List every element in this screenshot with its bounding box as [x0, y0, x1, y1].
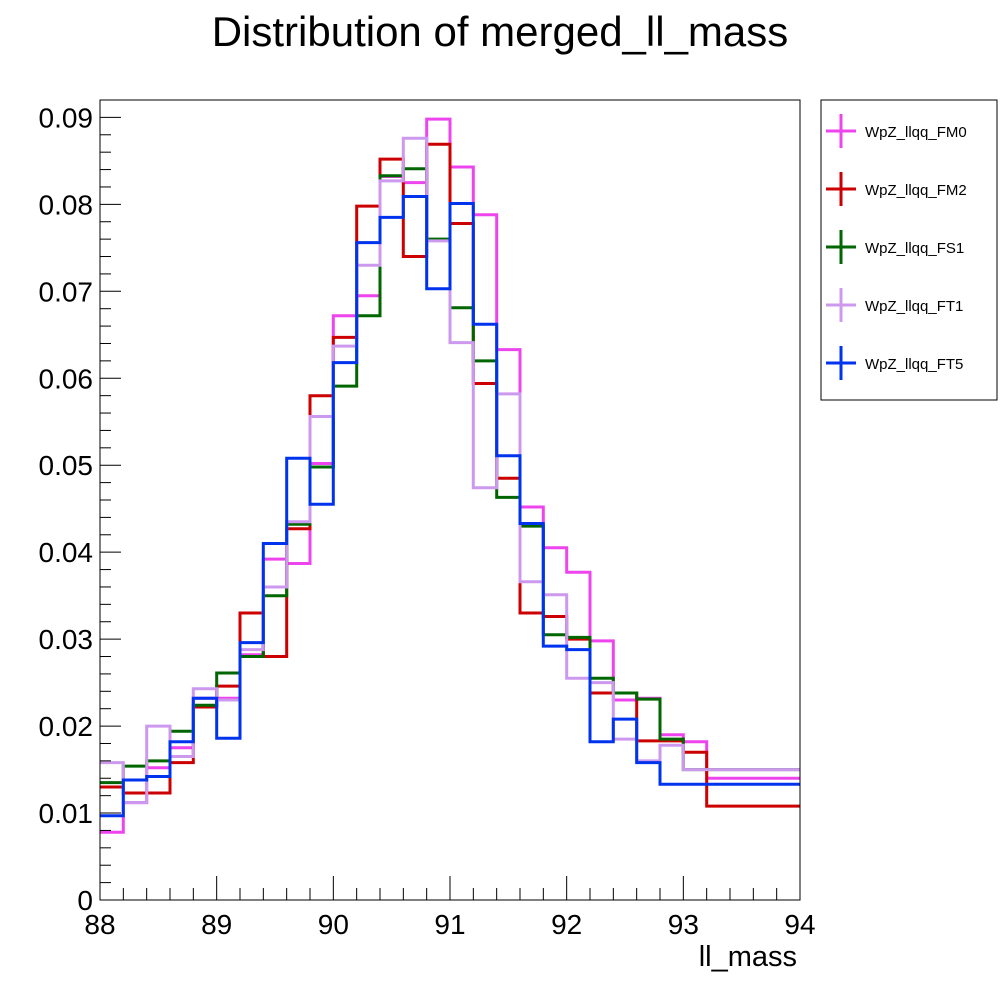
- plot-area: [100, 117, 800, 834]
- legend-label: WpZ_llqq_FM0: [865, 124, 967, 141]
- legend-entry: WpZ_llqq_FS1: [826, 230, 964, 264]
- y-tick-label: 0.07: [39, 276, 94, 307]
- x-axis-label: ll_mass: [699, 941, 797, 973]
- y-tick-label: 0.02: [39, 711, 94, 742]
- legend-entry: WpZ_llqq_FM2: [826, 172, 967, 206]
- y-tick-label: 0.09: [39, 102, 94, 133]
- x-tick-label: 93: [668, 909, 699, 940]
- y-tick-label: 0.05: [39, 450, 94, 481]
- x-tick-label: 91: [434, 909, 465, 940]
- chart-title: Distribution of merged_ll_mass: [212, 8, 789, 55]
- y-tick-label: 0.04: [39, 537, 94, 568]
- x-tick-label: 90: [318, 909, 349, 940]
- legend-entry: WpZ_llqq_FT5: [826, 346, 963, 380]
- legend-entry: WpZ_llqq_FT1: [826, 288, 963, 322]
- legend-label: WpZ_llqq_FS1: [865, 240, 964, 257]
- legend-label: WpZ_llqq_FM2: [865, 182, 967, 199]
- legend-entry: WpZ_llqq_FM0: [826, 114, 967, 148]
- x-tick-label: 89: [201, 909, 232, 940]
- legend: WpZ_llqq_FM0 WpZ_llqq_FM2 WpZ_llqq_FS1 WpZ_…: [820, 99, 998, 401]
- y-tick-label: 0.01: [39, 798, 94, 829]
- y-tick-label: 0.06: [39, 363, 94, 394]
- legend-label: WpZ_llqq_FT1: [865, 298, 963, 315]
- y-tick-label: 0: [77, 885, 93, 916]
- y-tick-label: 0.08: [39, 189, 94, 220]
- x-tick-label: 88: [84, 909, 115, 940]
- y-tick-label: 0.03: [39, 624, 94, 655]
- axes: 88 89 90 91 92 93 94 0 0.01 0.02 0.03 0.04 0.05 0.06 0…: [39, 99, 816, 940]
- x-tick-label: 92: [551, 909, 582, 940]
- series-line-4: [100, 195, 800, 818]
- x-tick-label: 94: [784, 909, 815, 940]
- legend-label: WpZ_llqq_FT5: [865, 356, 963, 373]
- legend-box: [820, 99, 998, 401]
